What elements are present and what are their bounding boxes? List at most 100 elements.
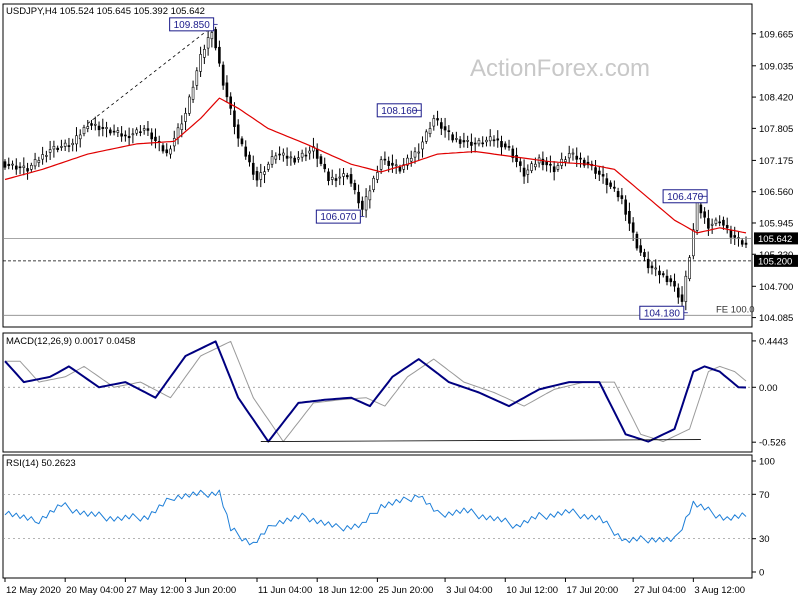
candle-body	[214, 29, 217, 49]
candle-body	[417, 151, 421, 154]
candle-body	[327, 171, 330, 182]
rsi-ytick-label: 0	[759, 568, 764, 579]
candle-body	[342, 173, 345, 177]
candle-body	[654, 267, 658, 270]
candle-body	[282, 152, 285, 156]
candle-body	[421, 141, 424, 150]
candle-body	[455, 138, 458, 140]
candle-body	[78, 134, 82, 140]
candle-body	[688, 257, 691, 279]
candle-body	[669, 278, 673, 283]
candle-body	[56, 147, 59, 151]
candle-body	[293, 157, 296, 163]
candle-body	[240, 138, 244, 145]
candle-body	[458, 139, 462, 144]
candle-body	[210, 32, 214, 40]
candle-body	[199, 54, 202, 72]
candle-body	[624, 199, 627, 215]
candle-body	[684, 275, 688, 302]
candle-body	[598, 170, 601, 175]
macd-title: MACD(12,26,9) 0.0017 0.0458	[6, 336, 135, 347]
candle-body	[131, 133, 135, 136]
candle-body	[462, 140, 466, 143]
candle-body	[722, 219, 725, 226]
candle-body	[586, 161, 590, 166]
candle-body	[635, 233, 639, 249]
candle-body	[297, 157, 300, 160]
x-tick-label: 10 Jul 12:00	[506, 585, 558, 596]
candle-body	[492, 139, 496, 142]
rsi-ytick-label: 100	[759, 457, 775, 468]
candle-body	[699, 204, 703, 214]
macd-ytick-label: 0.00	[759, 383, 778, 394]
candle-body	[195, 70, 199, 86]
candle-body	[154, 136, 157, 142]
candle-body	[221, 64, 225, 86]
candle-body	[567, 153, 571, 159]
candle-body	[48, 149, 52, 153]
candle-body	[323, 163, 327, 170]
macd-ytick-label: 0.4443	[759, 336, 788, 347]
candle-body	[52, 145, 56, 150]
candle-body	[692, 229, 695, 257]
candle-body	[631, 222, 635, 233]
candle-body	[447, 130, 451, 132]
price-label-text: 104.180	[644, 308, 681, 319]
candle-body	[364, 196, 368, 211]
candle-body	[304, 154, 308, 157]
candle-body	[135, 129, 138, 134]
candle-body	[165, 149, 169, 154]
candle-body	[515, 155, 518, 162]
candle-body	[188, 96, 191, 114]
macd-panel: MACD(12,26,9) 0.0017 0.0458 0.4443 0.00 -0.…	[2, 332, 788, 453]
candle-body	[172, 138, 176, 147]
candle-body	[184, 113, 187, 122]
price-label-text: 106.470	[667, 192, 704, 203]
candle-body	[522, 167, 526, 177]
candle-body	[263, 171, 266, 175]
candle-body	[710, 223, 714, 226]
candle-body	[18, 166, 22, 169]
candle-body	[601, 174, 605, 177]
candle-body	[75, 135, 78, 145]
price-label-text: 109.850	[174, 20, 211, 31]
time-axis: 12 May 2020 20 May 04:00 27 May 12:00 3 Jun…	[4, 578, 745, 596]
support-level-label: 105.200	[758, 256, 792, 267]
candle-body	[658, 270, 661, 276]
candle-body	[278, 153, 281, 156]
candle-body	[330, 176, 334, 180]
candle-body	[142, 128, 146, 131]
candle-body	[639, 245, 642, 253]
x-tick-label: 11 Jun 04:00	[258, 585, 312, 596]
candle-body	[105, 127, 108, 129]
candle-body	[643, 252, 646, 258]
candle-body	[345, 175, 349, 178]
candle-body	[526, 169, 530, 175]
moving-average-line	[4, 97, 747, 234]
candle-body	[244, 146, 248, 157]
candle-body	[424, 131, 428, 142]
candle-body	[353, 183, 357, 191]
candle-body	[289, 156, 293, 159]
candle-body	[270, 156, 274, 165]
candle-body	[500, 141, 503, 148]
x-tick-label: 25 Jun 20:00	[378, 585, 433, 596]
candle-body	[93, 123, 97, 126]
candle-body	[26, 168, 29, 172]
candle-body	[402, 164, 406, 170]
candle-body	[82, 127, 86, 135]
rsi-ytick-label: 30	[759, 534, 770, 545]
candle-body	[740, 240, 744, 245]
candle-body	[139, 131, 142, 133]
candle-body	[432, 118, 436, 127]
candle-body	[466, 140, 469, 142]
candle-body	[97, 125, 101, 131]
x-tick-label: 3 Aug 12:00	[694, 585, 745, 596]
macd-line	[4, 340, 747, 443]
candle-body	[744, 242, 748, 245]
candle-body	[45, 155, 48, 157]
candle-body	[440, 122, 443, 129]
x-tick-label: 17 Jul 20:00	[566, 585, 618, 596]
price-ytick-label: 106.560	[759, 187, 793, 198]
candle-body	[334, 178, 338, 181]
